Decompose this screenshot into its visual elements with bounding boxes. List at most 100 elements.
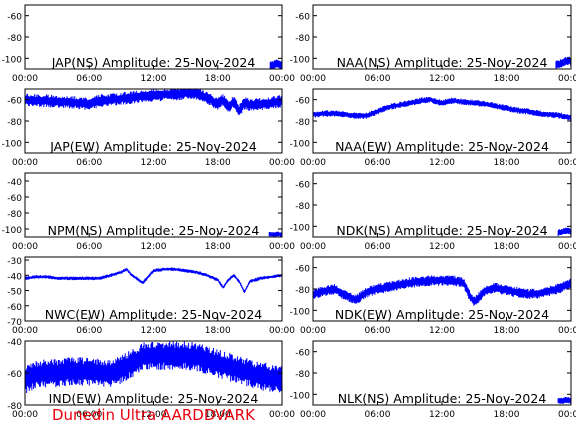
y-tick-label: -80 <box>295 370 310 380</box>
y-tick-label: -60 <box>295 349 310 359</box>
y-tick-label: -80 <box>7 118 22 128</box>
amplitude-trend-line <box>555 59 571 66</box>
x-tick-label: 00:00 <box>12 326 38 336</box>
chart-panel: -40 -60 -80 -100 00:00 06:00 12:00 18:00 00:00 NP… <box>2 172 295 252</box>
x-tick-label: 18:00 <box>494 410 520 420</box>
x-tick-label: 00:00 <box>558 158 576 168</box>
y-tick-label: -100 <box>2 226 23 236</box>
x-tick-label: 00:00 <box>12 158 38 168</box>
amplitude-trace <box>25 341 282 393</box>
x-tick-label: 00:00 <box>300 410 326 420</box>
x-tick-label: 06:00 <box>365 326 391 336</box>
y-tick-label: -60 <box>7 370 22 380</box>
y-tick-label: -80 <box>7 210 22 220</box>
x-tick-label: 18:00 <box>494 74 520 84</box>
amplitude-trend-line <box>25 92 282 113</box>
x-tick-label: 12:00 <box>429 158 455 168</box>
chart-title: JAP(NS) Amplitude: 25-Nov-2024 <box>51 55 256 70</box>
x-tick-label: 06:00 <box>76 158 102 168</box>
x-tick-label: 18:00 <box>205 410 231 420</box>
x-tick-label: 18:00 <box>205 242 231 252</box>
x-tick-label: 18:00 <box>494 326 520 336</box>
y-tick-label: -60 <box>7 194 22 204</box>
chart-panel: -60 -80 -100 00:00 06:00 12:00 18:00 00:00 NDK(N… <box>290 172 576 252</box>
amplitude-trace <box>313 97 571 121</box>
amplitude-trend-line <box>270 63 282 67</box>
amplitude-trend-line <box>313 99 571 119</box>
x-tick-label: 18:00 <box>494 158 520 168</box>
amplitude-trend-line <box>25 268 282 294</box>
y-tick-label: -40 <box>7 272 22 282</box>
x-tick-label: 00:00 <box>300 326 326 336</box>
y-tick-label: -80 <box>7 402 22 412</box>
x-tick-label: 18:00 <box>494 242 520 252</box>
y-tick-label: -60 <box>295 181 310 191</box>
x-tick-label: 00:00 <box>558 326 576 336</box>
x-tick-label: 06:00 <box>76 410 102 420</box>
y-tick-label: -60 <box>7 97 22 107</box>
x-tick-label: 00:00 <box>269 74 295 84</box>
chart-panel: -60 -80 -100 00:00 06:00 12:00 18:00 00:00 NDK(E… <box>290 256 576 336</box>
chart-title: IND(EW) Amplitude: 25-Nov-2024 <box>49 391 259 406</box>
amplitude-trend-line <box>313 279 571 303</box>
y-tick-label: -80 <box>295 286 310 296</box>
x-tick-label: 06:00 <box>76 74 102 84</box>
x-tick-label: 00:00 <box>12 410 38 420</box>
x-tick-label: 00:00 <box>558 74 576 84</box>
chart-panel: -60 -80 -100 00:00 06:00 12:00 18:00 00:00 JAP(N… <box>2 4 295 84</box>
chart-title: NDK(EW) Amplitude: 25-Nov-2024 <box>335 307 549 322</box>
x-tick-label: 12:00 <box>141 242 167 252</box>
y-tick-label: -100 <box>290 55 311 65</box>
x-tick-label: 00:00 <box>269 158 295 168</box>
amplitude-trace <box>25 89 282 116</box>
y-tick-label: -60 <box>295 13 310 23</box>
x-tick-label: 06:00 <box>365 410 391 420</box>
x-tick-label: 00:00 <box>269 242 295 252</box>
chart-title: NDK(NS) Amplitude: 25-Nov-2024 <box>336 223 547 238</box>
x-tick-label: 12:00 <box>141 74 167 84</box>
x-tick-label: 18:00 <box>205 326 231 336</box>
y-tick-label: -80 <box>295 34 310 44</box>
y-tick-label: -80 <box>7 34 22 44</box>
y-tick-label: -100 <box>290 307 311 317</box>
amplitude-trend-line <box>269 233 282 236</box>
y-tick-label: -100 <box>290 391 311 401</box>
y-tick-label: -60 <box>295 97 310 107</box>
y-tick-label: -100 <box>2 55 23 65</box>
chart-title: NAA(EW) Amplitude: 25-Nov-2024 <box>335 139 549 154</box>
y-tick-label: -30 <box>7 257 22 267</box>
x-tick-label: 06:00 <box>365 158 391 168</box>
y-tick-label: -60 <box>7 303 22 313</box>
credit-label: Dunedin Ultra AARDDVARK <box>52 406 255 424</box>
x-tick-label: 12:00 <box>141 410 167 420</box>
x-tick-label: 00:00 <box>12 242 38 252</box>
x-tick-label: 12:00 <box>429 74 455 84</box>
x-tick-label: 00:00 <box>300 158 326 168</box>
x-tick-label: 12:00 <box>141 158 167 168</box>
y-tick-label: -100 <box>2 139 23 149</box>
amplitude-trend-line <box>558 399 571 402</box>
x-tick-label: 00:00 <box>300 242 326 252</box>
x-tick-label: 06:00 <box>365 74 391 84</box>
chart-panel: -60 -80 -100 00:00 06:00 12:00 18:00 00:00 NAA(E… <box>290 88 576 168</box>
amplitude-trend-line <box>557 230 571 234</box>
y-tick-label: -40 <box>7 178 22 188</box>
chart-title: NAA(NS) Amplitude: 25-Nov-2024 <box>337 55 548 70</box>
x-tick-label: 12:00 <box>429 410 455 420</box>
y-tick-label: -100 <box>290 223 311 233</box>
y-tick-label: -70 <box>7 318 22 328</box>
amplitude-trend-line <box>25 354 282 380</box>
x-tick-label: 18:00 <box>205 158 231 168</box>
x-tick-label: 00:00 <box>269 326 295 336</box>
x-tick-label: 00:00 <box>269 410 295 420</box>
x-tick-label: 06:00 <box>365 242 391 252</box>
y-tick-label: -60 <box>7 13 22 23</box>
chart-title: JAP(EW) Amplitude: 25-Nov-2024 <box>49 139 257 154</box>
x-tick-label: 00:00 <box>300 74 326 84</box>
x-tick-label: 12:00 <box>429 326 455 336</box>
x-tick-label: 00:00 <box>12 74 38 84</box>
chart-panel: -60 -80 -100 00:00 06:00 12:00 18:00 00:00 JAP(E… <box>2 88 295 168</box>
y-tick-label: -80 <box>295 202 310 212</box>
